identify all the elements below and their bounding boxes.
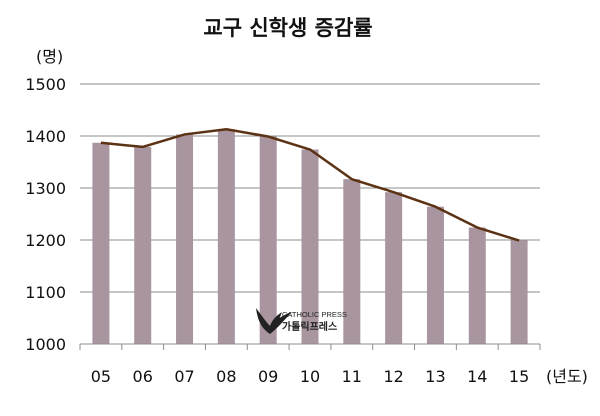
x-tick-label: 13: [425, 367, 445, 386]
bar: [217, 129, 235, 344]
x-tick-label: 06: [133, 367, 153, 386]
x-tick-label: 05: [91, 367, 111, 386]
x-tick-label: 10: [300, 367, 320, 386]
y-tick-label: 1300: [25, 179, 66, 198]
bar: [176, 134, 194, 344]
bar: [259, 136, 277, 344]
bar: [301, 149, 319, 344]
dove-icon: [256, 308, 292, 334]
y-axis-unit: (명): [36, 47, 63, 66]
x-axis-ticks: 05 06 07 08 09 10 11 12 13 14 15: [79, 344, 541, 386]
x-tick-label: 08: [216, 367, 236, 386]
x-tick-label: 12: [383, 367, 403, 386]
bar: [468, 227, 486, 344]
watermark-english: CATHOLIC PRESS: [282, 310, 347, 319]
x-tick-label: 07: [174, 367, 194, 386]
x-tick-label: 09: [258, 367, 278, 386]
bar-series: [92, 129, 528, 344]
bar: [134, 146, 152, 344]
bar: [385, 192, 403, 344]
watermark-korean: 가톨릭프레스: [282, 320, 337, 333]
x-tick-label: 11: [342, 367, 362, 386]
x-tick-label: 15: [509, 367, 529, 386]
trend-line: [100, 127, 520, 242]
chart-title: 교구 신학생 증감률: [203, 16, 372, 40]
bar: [92, 142, 110, 344]
bar: [510, 240, 528, 344]
y-tick-label: 1500: [25, 75, 66, 94]
y-tick-label: 1100: [25, 283, 66, 302]
y-tick-label: 1400: [25, 127, 66, 146]
x-tick-label: 14: [467, 367, 487, 386]
line-series: [100, 127, 520, 242]
bar: [343, 179, 361, 344]
bar: [426, 206, 444, 344]
y-tick-label: 1000: [25, 335, 66, 354]
watermark: CATHOLIC PRESS 가톨릭프레스: [256, 308, 347, 334]
y-axis-ticks: 1000 1100 1200 1300 1400 1500: [25, 75, 66, 354]
x-axis-unit: (년도): [546, 367, 588, 386]
y-tick-label: 1200: [25, 231, 66, 250]
